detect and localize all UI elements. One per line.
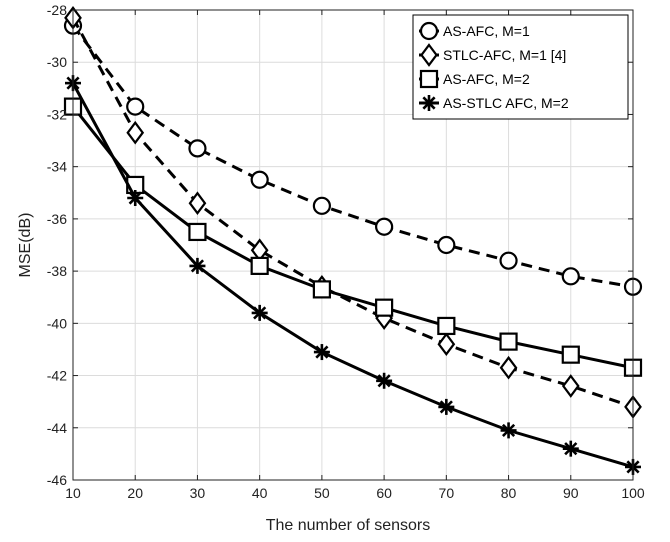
data-point-asterisk bbox=[251, 304, 268, 321]
y-tick-label: -30 bbox=[47, 54, 67, 70]
legend-item: STLC-AFC, M=1 [4] bbox=[419, 43, 566, 67]
x-tick-label: 60 bbox=[376, 485, 392, 501]
legend-label: AS-STLC AFC, M=2 bbox=[443, 95, 569, 111]
data-point-asterisk bbox=[376, 372, 393, 389]
data-point-asterisk bbox=[313, 344, 330, 361]
x-tick-label: 70 bbox=[439, 485, 455, 501]
data-point-asterisk bbox=[127, 190, 144, 206]
x-axis-label: The number of sensors bbox=[266, 517, 431, 534]
x-tick-label: 100 bbox=[621, 485, 645, 501]
marker-stroke bbox=[564, 442, 578, 456]
data-point-asterisk bbox=[500, 422, 517, 439]
series-line bbox=[71, 82, 634, 469]
marker-stroke bbox=[501, 423, 516, 437]
x-tick-label: 10 bbox=[65, 485, 81, 501]
data-point-diamond bbox=[126, 120, 145, 145]
legend-label: AS-AFC, M=1 bbox=[443, 23, 530, 39]
y-axis-label: MSE(dB) bbox=[17, 213, 34, 278]
data-point-asterisk bbox=[189, 257, 206, 274]
data-point-circle bbox=[499, 251, 518, 270]
data-point-diamond bbox=[499, 355, 518, 380]
marker-stroke bbox=[190, 259, 205, 273]
series-line bbox=[71, 105, 634, 370]
y-tick-label: -32 bbox=[47, 106, 67, 122]
legend-marker-diamond bbox=[420, 43, 438, 67]
marker-stroke bbox=[253, 306, 267, 320]
marker-stroke bbox=[315, 345, 329, 359]
x-tick-label: 40 bbox=[252, 485, 268, 501]
x-tick-label: 80 bbox=[501, 485, 517, 501]
y-tick-label: -36 bbox=[47, 211, 67, 227]
y-tick-label: -46 bbox=[47, 472, 67, 488]
y-tick-label: -28 bbox=[47, 2, 67, 18]
x-tick-label: 50 bbox=[314, 485, 330, 501]
y-tick-label: -34 bbox=[47, 159, 67, 175]
data-point-square bbox=[188, 222, 207, 242]
x-tick-label: 20 bbox=[127, 485, 143, 501]
marker-stroke bbox=[377, 374, 391, 388]
data-point-square bbox=[375, 298, 394, 317]
marker-stroke bbox=[422, 96, 436, 110]
data-point-diamond bbox=[437, 332, 456, 357]
legend: AS-AFC, M=1 STLC-AFC, M=1 [4] AS-AFC, M=2 A… bbox=[412, 14, 629, 120]
legend-box bbox=[412, 14, 629, 120]
data-point-circle bbox=[188, 139, 207, 158]
data-point-circle bbox=[250, 170, 269, 189]
x-tick-label: 30 bbox=[190, 485, 206, 501]
data-point-square bbox=[437, 316, 456, 336]
x-tick-label: 90 bbox=[563, 485, 579, 501]
legend-marker-square bbox=[419, 69, 439, 89]
data-point-asterisk bbox=[438, 398, 455, 415]
series-line bbox=[71, 24, 634, 289]
data-point-circle bbox=[437, 235, 456, 255]
legend-label: STLC-AFC, M=1 [4] bbox=[443, 47, 566, 63]
marker-stroke bbox=[439, 400, 453, 414]
y-tick-label: -42 bbox=[47, 368, 67, 384]
marker-stroke bbox=[128, 191, 142, 205]
data-point-circle bbox=[561, 267, 580, 286]
legend-item: AS-AFC, M=1 bbox=[419, 21, 530, 41]
data-point-circle bbox=[126, 97, 145, 116]
legend-marker-asterisk bbox=[421, 95, 437, 111]
legend-label: AS-AFC, M=2 bbox=[443, 71, 530, 87]
plot-frame bbox=[72, 9, 634, 481]
data-point-circle bbox=[375, 217, 394, 236]
legend-item: AS-STLC AFC, M=2 bbox=[419, 95, 569, 111]
data-point-square bbox=[250, 256, 269, 275]
y-tick-label: -38 bbox=[47, 263, 67, 279]
y-tick-label: -44 bbox=[47, 420, 67, 436]
data-point-circle bbox=[312, 196, 331, 215]
data-point-square bbox=[499, 332, 518, 351]
data-point-diamond bbox=[561, 374, 580, 398]
ticks: 10 20 30 40 50 60 70 80 90 100 -28 -30 -32 -34 -36 -38 -… bbox=[47, 2, 645, 501]
legend-item: AS-AFC, M=2 bbox=[419, 69, 530, 89]
data-point-square bbox=[312, 280, 331, 299]
y-tick-label: -40 bbox=[47, 315, 67, 331]
data-point-diamond bbox=[188, 191, 207, 216]
legend-marker-circle bbox=[419, 21, 439, 41]
data-point-asterisk bbox=[562, 440, 579, 457]
data-point-square bbox=[561, 345, 580, 364]
